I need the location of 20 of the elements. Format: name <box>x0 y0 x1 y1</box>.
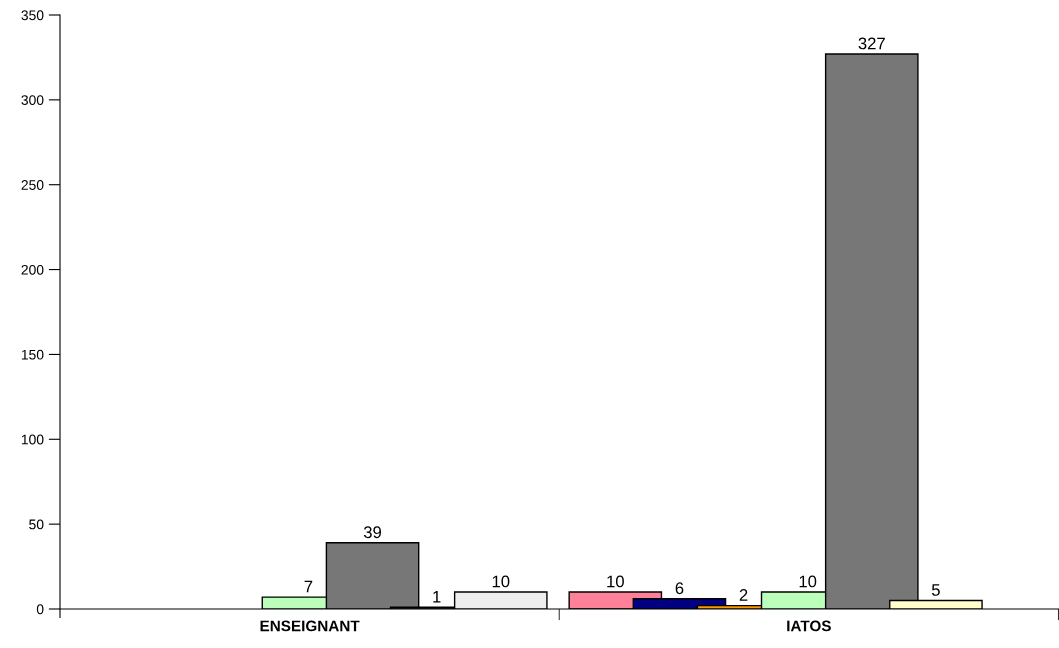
y-tick-label: 100 <box>21 434 44 445</box>
data-label: 10 <box>607 575 624 588</box>
data-label: 39 <box>363 526 382 539</box>
y-tick-label: 150 <box>21 349 44 360</box>
data-label: 7 <box>304 580 313 593</box>
y-tick-label: 50 <box>29 519 44 530</box>
y-tick-label: 0 <box>36 604 44 615</box>
data-label: 327 <box>858 37 885 50</box>
data-label: 5 <box>931 584 940 596</box>
x-tick-label: ENSEIGNANT <box>260 620 360 632</box>
y-tick-label: 200 <box>21 264 44 275</box>
x-tick-label: IATOS <box>787 620 831 632</box>
y-tick-label: 250 <box>21 180 44 190</box>
y-tick-label: 300 <box>21 95 44 106</box>
data-label: 10 <box>492 575 510 588</box>
data-label: 2 <box>739 589 748 601</box>
data-label: 6 <box>675 582 684 595</box>
y-tick-label: 350 <box>21 10 44 21</box>
data-label: 1 <box>433 590 441 603</box>
data-label: 10 <box>799 575 817 588</box>
